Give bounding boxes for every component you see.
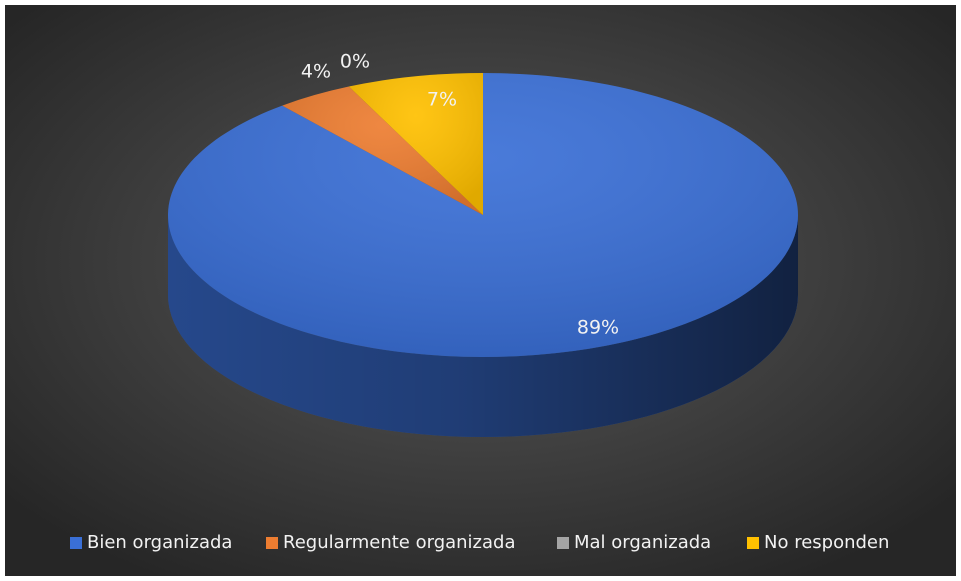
legend-swatch [557,537,569,549]
data-label: 0% [340,51,370,73]
legend-swatch [70,537,82,549]
legend-label: No responden [764,532,889,553]
data-label: 4% [301,61,331,83]
data-label: 7% [427,89,457,111]
legend-label: Mal organizada [574,532,711,553]
legend: Bien organizada Regularmente organizada Ma… [70,532,889,553]
pie: 89% 4% 0% 7% [168,51,799,437]
slice-side-shade [168,215,798,437]
legend-label: Regularmente organizada [283,532,516,553]
slice-shade [348,73,483,215]
legend-swatch [747,537,759,549]
legend-swatch [266,537,278,549]
slice-shade [282,86,483,215]
legend-label: Bien organizada [87,532,232,553]
data-label: 89% [577,317,619,339]
